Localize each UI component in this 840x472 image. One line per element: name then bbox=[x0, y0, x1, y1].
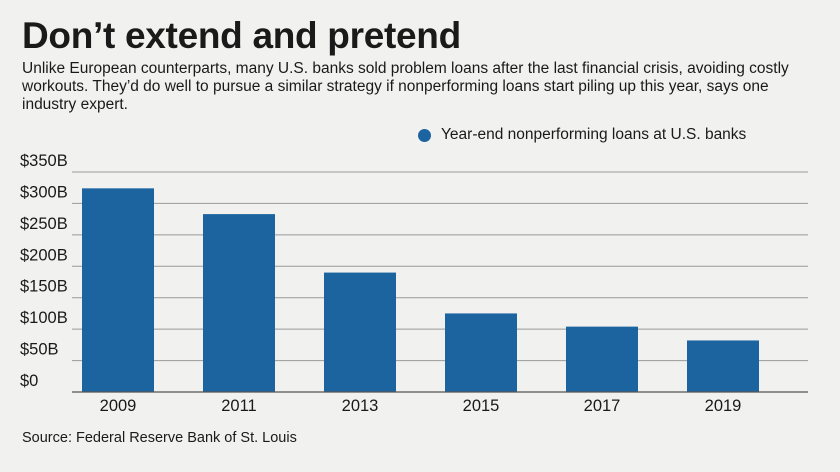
bar bbox=[566, 326, 638, 392]
bar bbox=[203, 214, 275, 392]
y-tick-label: $250B bbox=[20, 215, 68, 233]
source-note: Source: Federal Reserve Bank of St. Loui… bbox=[22, 430, 297, 446]
chart-subtitle: Unlike European counterparts, many U.S. … bbox=[22, 60, 789, 113]
bar bbox=[687, 340, 759, 392]
x-tick-label: 2017 bbox=[584, 397, 621, 415]
legend: Year-end nonperforming loans at U.S. ban… bbox=[418, 126, 746, 144]
y-tick-label: $200B bbox=[20, 246, 68, 264]
chart-title: Don’t extend and pretend bbox=[22, 15, 461, 56]
bar bbox=[82, 188, 154, 392]
bar bbox=[324, 272, 396, 392]
x-tick-label: 2011 bbox=[221, 397, 256, 415]
legend-swatch bbox=[418, 128, 431, 142]
x-tick-label: 2013 bbox=[342, 397, 379, 415]
x-tick-label: 2019 bbox=[705, 397, 742, 415]
y-tick-label: $50B bbox=[20, 341, 59, 359]
y-tick-label: $100B bbox=[20, 309, 68, 327]
y-tick-label: $300B bbox=[20, 183, 68, 201]
x-tick-label: 2009 bbox=[100, 397, 137, 415]
y-tick-label: $350B bbox=[20, 152, 68, 170]
legend-label: Year-end nonperforming loans at U.S. ban… bbox=[441, 126, 747, 143]
y-tick-label: $0 bbox=[20, 372, 38, 390]
x-tick-label: 2015 bbox=[463, 397, 500, 415]
bar bbox=[445, 313, 517, 392]
y-tick-label: $150B bbox=[20, 278, 68, 296]
